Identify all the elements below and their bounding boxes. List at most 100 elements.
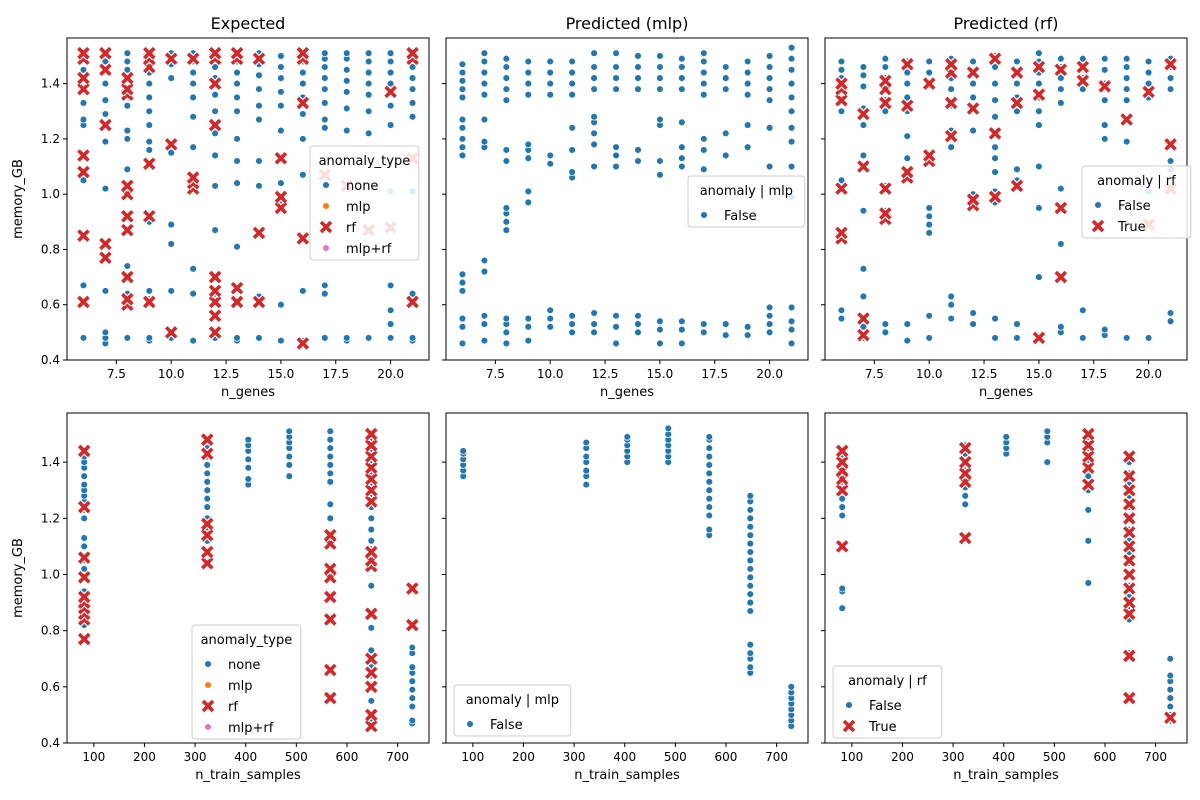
data-point-x [835, 455, 850, 470]
x-tick-label: 500 [664, 750, 687, 764]
data-point [925, 204, 933, 212]
x-tick-label: 7.5 [486, 367, 505, 381]
data-point [700, 135, 708, 143]
data-point [101, 137, 110, 146]
data-point [80, 565, 88, 573]
legend-label: none [228, 658, 260, 673]
data-point [277, 101, 285, 110]
data-point [634, 320, 642, 328]
data-point [746, 607, 755, 615]
data-point [700, 146, 708, 154]
data-point [79, 66, 88, 74]
data-point [705, 433, 714, 441]
data-point-x [200, 432, 215, 447]
legend: anomaly | mlp False [687, 175, 806, 228]
data-point-x [323, 589, 338, 605]
data-point [568, 328, 576, 337]
data-point [459, 447, 467, 455]
data-point [746, 492, 755, 500]
data-point [80, 542, 88, 551]
data-point [80, 480, 88, 489]
data-point [546, 306, 554, 314]
y-tick-label: 1.0 [41, 567, 60, 581]
x-tick-label: 300 [942, 750, 965, 764]
data-point [787, 79, 796, 88]
legend-title: anomaly_type [201, 633, 293, 648]
data-point [211, 90, 219, 99]
data-point [1122, 85, 1131, 93]
data-point [480, 79, 489, 88]
x-tick-label: 7.5 [865, 367, 884, 381]
data-point [1122, 54, 1131, 63]
data-point-x [207, 117, 223, 133]
y-tick-label: 0.8 [41, 624, 60, 638]
data-point [189, 113, 197, 121]
data-point [233, 79, 241, 88]
data-point [233, 93, 241, 102]
data-point-x [878, 181, 893, 196]
data-point [656, 157, 664, 165]
data-point [787, 43, 796, 52]
data-point-x [1122, 449, 1137, 464]
panel-title: Predicted (mlp) [566, 14, 689, 33]
data-point [568, 312, 576, 320]
points [834, 49, 1178, 346]
data-point-x [142, 46, 157, 61]
data-point [746, 539, 755, 548]
legend-marker [1094, 201, 1102, 209]
legend-box [453, 684, 572, 737]
data-point [881, 320, 890, 328]
data-point [765, 124, 774, 132]
data-point [787, 162, 796, 171]
data-point [1013, 165, 1021, 174]
data-point [787, 303, 796, 312]
data-point [277, 179, 285, 187]
data-point [211, 107, 219, 115]
legend-marker [322, 202, 330, 210]
data-point-x [207, 283, 223, 299]
data-point-x [965, 192, 981, 207]
x-tick-label: 700 [1144, 750, 1167, 764]
legend-label: mlp [228, 679, 253, 694]
data-point-x [142, 294, 157, 310]
data-point [568, 124, 576, 132]
data-point [79, 334, 88, 342]
data-point [1166, 317, 1175, 326]
data-point-x [1122, 483, 1137, 498]
data-point-x [186, 170, 201, 185]
data-point [765, 328, 774, 337]
data-point [203, 478, 211, 486]
data-point [1144, 79, 1153, 88]
legend-label: rf [346, 221, 356, 236]
data-point-x [323, 528, 338, 543]
data-point-x [383, 84, 398, 100]
data-point [458, 115, 467, 124]
data-point-x [207, 269, 223, 285]
data-point [787, 325, 796, 334]
data-point-x [120, 209, 135, 224]
legend-label: False [869, 699, 902, 714]
data-point [1013, 57, 1021, 66]
data-point-x [229, 294, 245, 310]
x-axis-label: n_genes [979, 385, 1033, 400]
data-point [203, 461, 211, 469]
legend-label: False [1118, 199, 1151, 214]
data-point [458, 135, 467, 143]
data-point [458, 68, 467, 77]
data-point [480, 137, 489, 146]
data-point [211, 129, 219, 138]
data-point [1035, 49, 1043, 57]
data-point [925, 334, 933, 342]
data-point [458, 314, 467, 323]
data-point-x [1081, 449, 1096, 464]
data-point [233, 107, 241, 115]
data-point [321, 124, 329, 132]
data-point-x [987, 51, 1003, 66]
data-point-x [120, 178, 135, 193]
data-point [101, 287, 110, 295]
data-point [612, 49, 620, 57]
legend-box [191, 624, 302, 740]
data-point [678, 325, 686, 334]
data-point [705, 478, 714, 486]
data-point-x [1122, 567, 1137, 582]
